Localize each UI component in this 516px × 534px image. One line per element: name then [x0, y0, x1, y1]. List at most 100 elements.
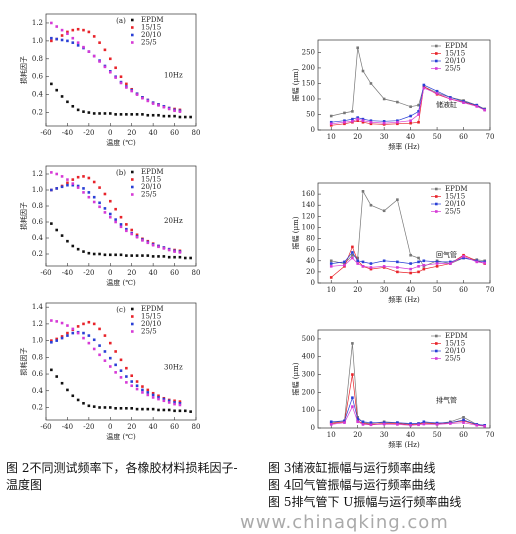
point — [157, 396, 160, 399]
point — [382, 97, 386, 101]
point — [329, 420, 333, 424]
point — [114, 66, 117, 70]
point — [87, 50, 91, 53]
point — [87, 195, 91, 199]
point — [103, 406, 107, 409]
point — [135, 93, 139, 96]
point — [417, 260, 420, 264]
point — [135, 235, 139, 239]
point — [396, 260, 399, 264]
point — [173, 401, 176, 404]
annotation: 20Hz — [164, 217, 183, 225]
point — [356, 119, 359, 122]
point — [103, 112, 107, 115]
y-tick-label: 50 — [306, 110, 315, 118]
x-tick-label: 60 — [170, 129, 179, 137]
x-tick-label: 50 — [433, 431, 442, 439]
y-tick-label: 1.2 — [32, 19, 43, 27]
point — [119, 358, 123, 362]
plot-frame — [45, 165, 197, 267]
point — [87, 111, 91, 114]
y-tick-label: 20 — [306, 268, 315, 276]
x-tick-label: 10 — [327, 431, 336, 439]
point — [475, 260, 479, 264]
y-tick-label: 0.2 — [32, 109, 43, 117]
point — [343, 122, 346, 126]
x-tick-label: 40 — [149, 269, 158, 277]
point — [71, 104, 75, 108]
point — [135, 384, 139, 388]
point — [417, 423, 420, 427]
x-tick-label: 30 — [380, 431, 389, 439]
legend-marker — [131, 41, 134, 44]
point — [369, 120, 373, 124]
point — [87, 341, 91, 345]
point — [71, 41, 75, 44]
point — [151, 243, 155, 247]
point — [50, 319, 53, 322]
point — [382, 265, 386, 268]
x-tick-label: -40 — [62, 129, 73, 137]
point — [66, 334, 69, 337]
point — [76, 175, 80, 179]
x-tick-label: 20 — [353, 133, 362, 141]
x-axis-label: 频率 (Hz) — [388, 440, 420, 449]
point — [151, 391, 155, 395]
point — [108, 341, 112, 345]
point — [157, 245, 160, 249]
point — [422, 259, 426, 263]
series-line — [331, 87, 485, 125]
x-tick-label: 40 — [406, 133, 415, 141]
legend-label: 25/5 — [141, 39, 157, 47]
point — [135, 407, 139, 411]
legend-marker — [131, 33, 134, 37]
point — [189, 256, 192, 260]
point — [351, 342, 354, 345]
point — [50, 222, 53, 225]
point — [141, 385, 144, 388]
point — [167, 114, 171, 118]
x-tick-label: 80 — [192, 269, 201, 277]
point — [422, 422, 426, 426]
point — [60, 28, 64, 32]
point — [157, 113, 160, 117]
series-line — [331, 405, 485, 427]
point — [114, 253, 117, 257]
point — [361, 260, 365, 264]
y-tick-label: 1.0 — [32, 37, 43, 45]
point — [449, 96, 452, 99]
point — [76, 108, 80, 112]
point — [329, 276, 333, 279]
point — [162, 114, 166, 118]
legend-marker — [435, 59, 438, 63]
y-tick-label: 150 — [302, 79, 315, 87]
x-tick-label: 10 — [327, 286, 336, 294]
point — [92, 112, 96, 115]
point — [50, 36, 53, 40]
legend-marker — [435, 52, 438, 55]
point — [125, 227, 128, 231]
legend-marker — [435, 202, 438, 206]
point — [462, 256, 465, 260]
point — [60, 185, 64, 189]
y-tick-label: 0 — [311, 424, 315, 432]
point — [125, 407, 128, 410]
y-tick-label: 1.0 — [32, 186, 43, 194]
point — [356, 416, 359, 419]
point — [92, 252, 96, 256]
point — [396, 421, 399, 424]
legend-marker — [435, 349, 438, 353]
point — [50, 39, 53, 43]
point — [114, 371, 117, 374]
legend-label: 20/10 — [141, 183, 161, 191]
point — [475, 105, 479, 108]
point — [351, 120, 354, 123]
point — [369, 421, 373, 424]
series-line — [331, 374, 485, 427]
point — [369, 423, 373, 427]
point — [66, 178, 69, 181]
point — [141, 254, 144, 257]
point — [343, 262, 346, 265]
x-tick-label: -60 — [40, 423, 51, 431]
point — [55, 172, 59, 176]
